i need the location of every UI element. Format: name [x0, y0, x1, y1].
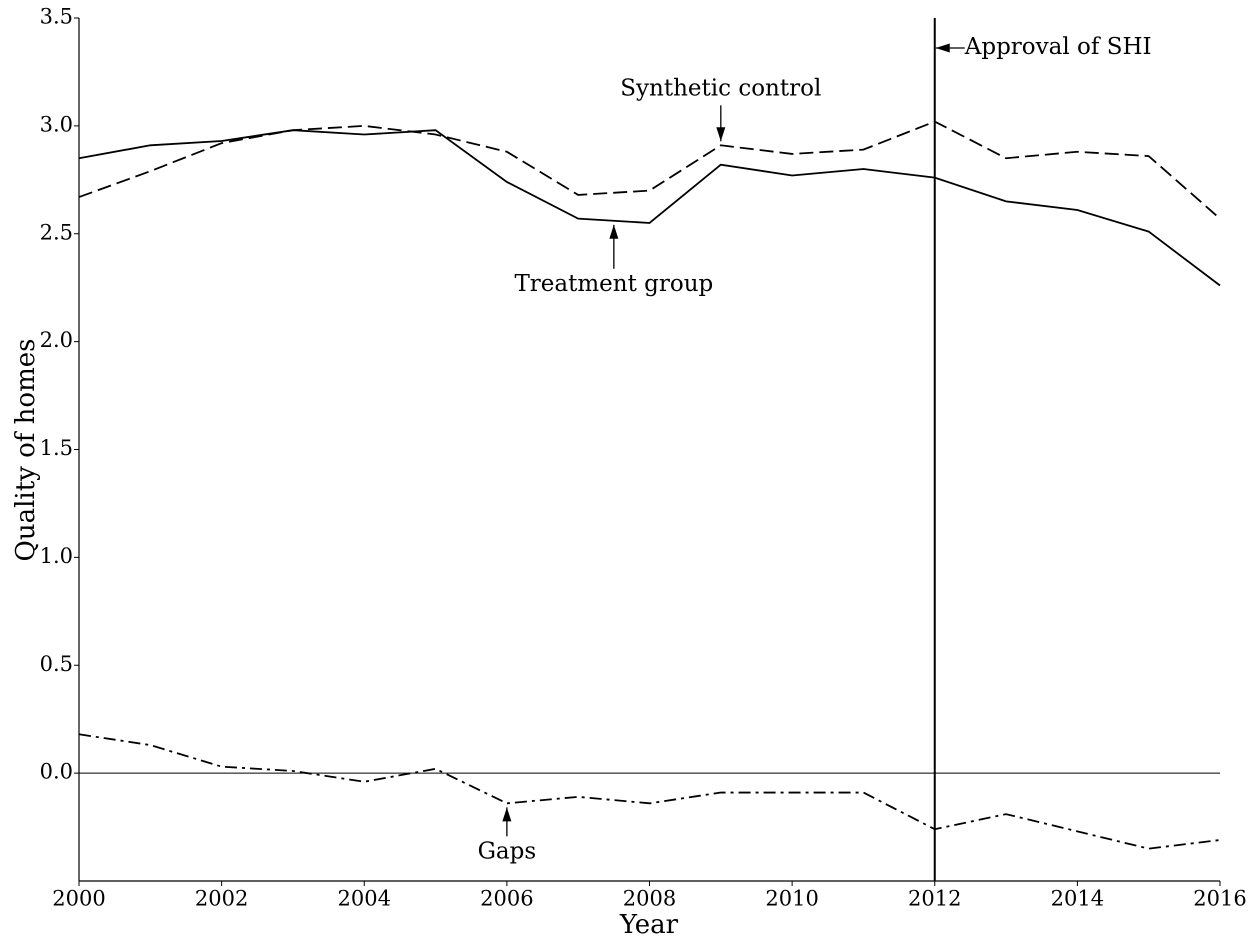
x-tick-label: 2010 [765, 887, 818, 911]
x-tick-label: 2016 [1193, 887, 1246, 911]
label-arrow-head [609, 224, 619, 239]
series-line [78, 120, 1221, 220]
y-tick-label: 3.0 [40, 112, 73, 136]
label-arrow-head [716, 127, 726, 142]
x-tick-label: 2012 [908, 887, 961, 911]
event-label: Approval of SHI [964, 34, 1152, 60]
x-tick-label: 2000 [52, 887, 105, 911]
series-line [78, 733, 1221, 850]
y-axis-title: Quality of homes [11, 339, 41, 562]
y-tick-label: 3.5 [40, 5, 73, 29]
y-tick-label: 2.0 [40, 328, 73, 352]
label-arrow-head [502, 807, 512, 822]
x-tick-label: 2006 [480, 887, 533, 911]
y-tick-label: 0.0 [40, 760, 73, 784]
event-arrow-head [935, 43, 950, 53]
series-label: Gaps [478, 838, 537, 864]
x-tick-label: 2004 [338, 887, 391, 911]
x-tick-label: 2008 [623, 887, 676, 911]
y-tick-label: 1.5 [40, 436, 73, 460]
y-tick-label: 2.5 [40, 220, 73, 244]
x-tick-label: 2014 [1051, 887, 1104, 911]
x-tick-label: 2002 [195, 887, 248, 911]
y-tick-label: 0.5 [40, 652, 73, 676]
series-label: Synthetic control [620, 75, 821, 101]
x-axis-title: Year [619, 910, 679, 940]
series-label: Treatment group [514, 271, 713, 297]
y-tick-label: 1.0 [40, 544, 73, 568]
